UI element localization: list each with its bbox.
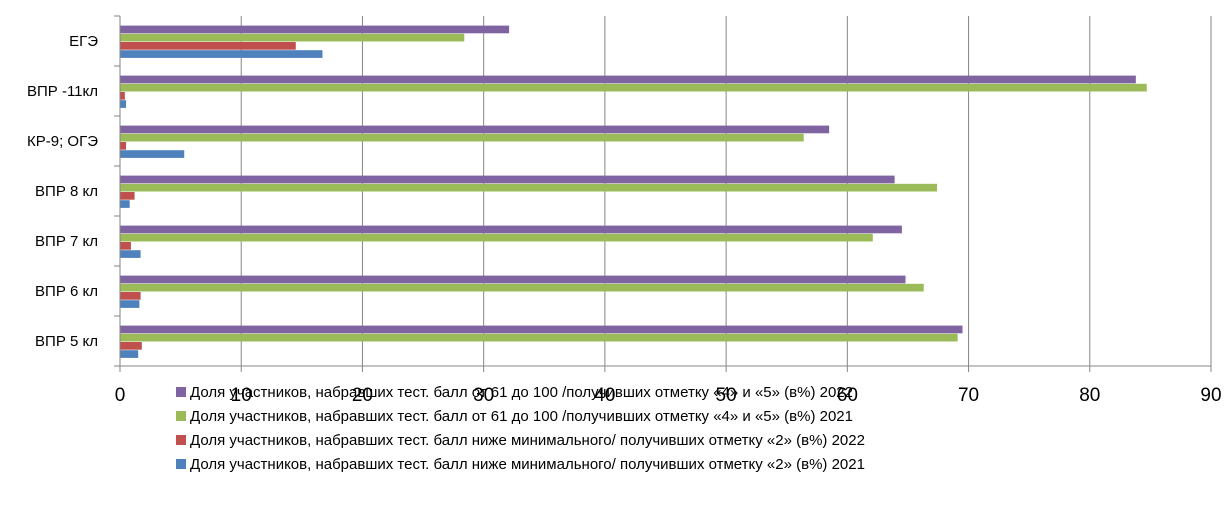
bar-series-1-cat-5 [120,92,125,100]
bar-series-3-cat-3 [120,175,895,184]
bar-series-2-cat-1 [120,283,924,292]
category-labels: ВПР 5 кл ВПР 6 кл ВПР 7 кл ВПР 8 кл КР-9; ОГ… [27,33,98,350]
bar-series-1-cat-6 [120,42,296,50]
category-label: ЕГЭ [69,33,98,50]
bar-series-0-cat-5 [120,100,127,108]
legend-label: Доля участников, набравших тест. балл ни… [190,456,865,473]
bar-series-1-cat-4 [120,142,127,150]
category-label: ВПР 6 кл [35,283,98,300]
legend-label: Доля участников, набравших тест. балл от… [190,408,853,425]
bar-series-0-cat-6 [120,50,323,58]
category-label: ВПР 7 кл [35,233,98,250]
bar-series-2-cat-6 [120,33,465,42]
x-tick-label: 50 [716,385,737,406]
legend-label: Доля участников, набравших тест. балл ни… [190,432,865,449]
bar-series-0-cat-1 [120,300,140,308]
bar-series-0-cat-2 [120,250,141,258]
x-tick-label: 70 [958,385,979,406]
axes [114,15,1212,372]
bar-series-0-cat-4 [120,150,185,158]
bar-series-2-cat-3 [120,183,938,192]
category-label: КР-9; ОГЭ [27,133,98,150]
bar-series-3-cat-0 [120,325,963,334]
bar-series-2-cat-0 [120,333,958,342]
bar-series-2-cat-2 [120,233,873,242]
legend: Доля участников, набравших тест. балл от… [176,384,865,473]
bar-series-2-cat-4 [120,133,804,142]
bar-series-1-cat-0 [120,342,142,350]
bar-series-0-cat-0 [120,350,139,358]
bar-series-3-cat-4 [120,125,830,134]
x-tick-label: 40 [594,385,615,406]
bar-series-0-cat-3 [120,200,130,208]
bars [120,25,1147,358]
legend-swatch [176,459,186,469]
x-tick-label: 30 [473,385,494,406]
bar-series-2-cat-5 [120,83,1147,92]
x-tick-labels: 0 10 20 30 40 50 60 70 80 90 [115,385,1222,406]
legend-label: Доля участников, набравших тест. балл от… [190,384,853,401]
bar-series-3-cat-6 [120,25,510,34]
x-tick-label: 0 [115,385,126,406]
category-label: ВПР -11кл [27,83,98,100]
category-label: ВПР 8 кл [35,183,98,200]
category-label: ВПР 5 кл [35,333,98,350]
bar-series-1-cat-1 [120,292,141,300]
legend-swatch [176,435,186,445]
x-tick-label: 80 [1079,385,1100,406]
x-tick-label: 90 [1200,385,1221,406]
bar-series-1-cat-3 [120,192,135,200]
bar-series-1-cat-2 [120,242,131,250]
bar-series-3-cat-2 [120,225,902,234]
legend-swatch [176,411,186,421]
bar-series-3-cat-1 [120,275,906,284]
legend-swatch [176,387,186,397]
x-tick-label: 20 [352,385,373,406]
x-tick-label: 60 [837,385,858,406]
x-tick-label: 10 [231,385,252,406]
bar-series-3-cat-5 [120,75,1136,84]
